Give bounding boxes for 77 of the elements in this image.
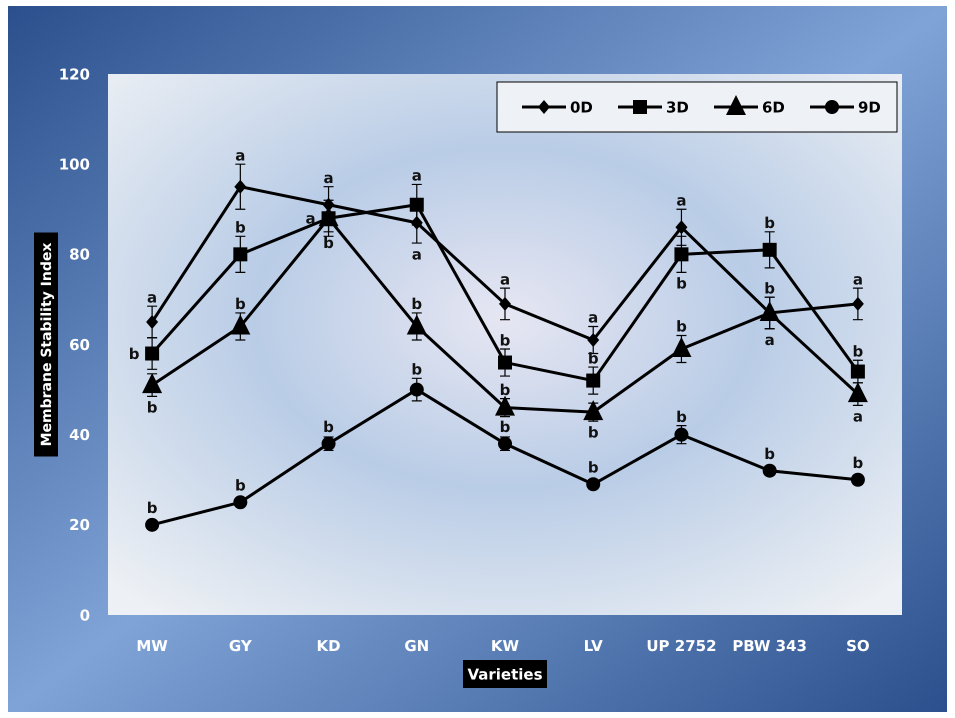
annotation: a [500,270,510,288]
x-tick-label: UP 2752 [646,637,717,655]
annotation: a [305,210,316,228]
annotation: a [852,408,863,426]
point [499,296,511,311]
annotation: b [764,279,776,298]
annotation: a [676,192,687,210]
x-tick-label: KW [490,637,520,655]
y-tick-label: 80 [69,246,90,264]
annotation: b [588,423,599,442]
annotation: b [676,408,688,426]
annotation: a [764,330,775,349]
annotation: b [234,218,246,237]
legend-label: 3D [666,98,689,116]
point [586,374,600,388]
point [852,296,864,311]
point [674,428,688,442]
point [233,495,248,510]
point [234,180,246,194]
point [145,346,160,361]
annotation: b [323,418,334,436]
point [410,216,423,230]
annotation: a [852,270,863,288]
annotation: a [412,245,422,264]
point [762,242,777,257]
point [675,220,688,234]
annotation: b [128,344,140,363]
x-tick-label: KD [316,637,341,655]
annotation: b [588,349,599,368]
point [410,382,424,397]
annotation: a [323,168,334,187]
y-axis-title: Membrane Stability Index [38,242,55,446]
point [233,247,248,262]
annotation: a [235,146,246,164]
legend-label: 9D [858,98,881,116]
y-tick-label: 120 [58,65,90,84]
x-tick-label: SO [846,637,870,655]
point [322,198,335,212]
y-tick-label: 0 [80,606,90,624]
annotation: b [852,454,864,472]
point [498,356,512,370]
x-tick-label: MW [136,637,168,655]
annotation: b [146,398,158,417]
point [850,364,865,379]
point [146,314,158,329]
legend-label: 0D [570,98,593,116]
legend-label: 6D [762,98,785,116]
annotation: b [500,380,511,399]
annotation: a [588,308,598,327]
x-tick-label: LV [584,637,604,655]
y-tick-label: 100 [58,155,90,174]
annotation: b [234,476,246,495]
y-tick-label: 60 [69,336,90,354]
annotation: b [676,274,688,293]
annotation: b [234,295,246,314]
x-tick-label: GN [404,637,430,655]
x-tick-label: GY [228,637,253,655]
point [674,247,688,262]
point [587,332,600,347]
annotation: b [500,418,511,436]
annotation: b [852,342,864,361]
annotation: b [588,458,599,477]
y-tick-label: 20 [69,516,90,534]
annotation: b [411,360,422,379]
x-tick-label: PBW 343 [732,637,808,655]
annotation: b [676,318,688,336]
point [145,518,160,532]
annotation: a [147,288,158,306]
annotation: b [764,214,776,232]
annotation: b [411,295,422,314]
x-axis-title: Varieties [467,665,543,684]
annotation: b [500,331,511,350]
annotation: b [323,234,334,252]
annotation: b [146,499,158,518]
annotation: b [764,444,776,463]
y-tick-label: 40 [69,426,90,444]
annotation: a [412,166,422,185]
